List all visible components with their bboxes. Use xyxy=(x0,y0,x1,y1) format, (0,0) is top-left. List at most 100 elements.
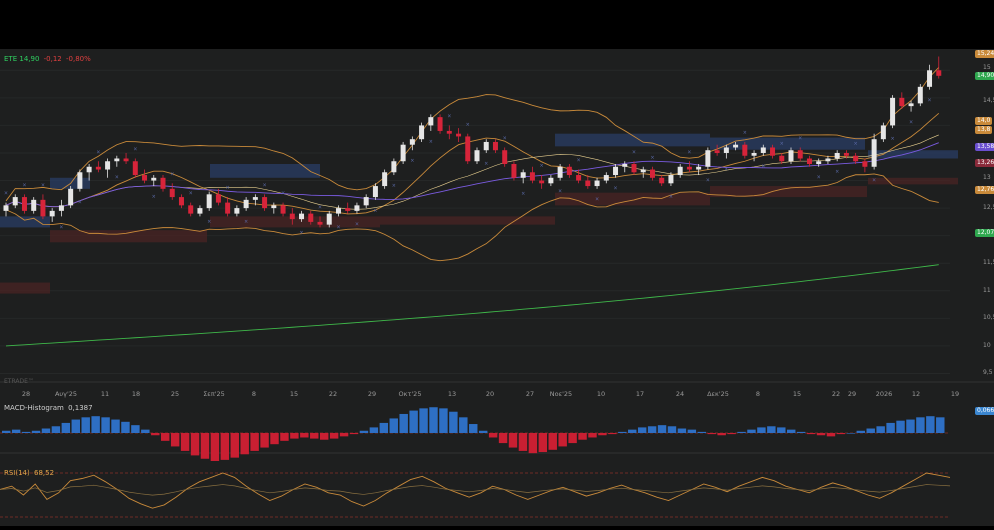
macd-bar xyxy=(846,433,856,434)
price-badge: 13,26 xyxy=(975,158,994,167)
macd-bar xyxy=(896,420,905,433)
candle-body xyxy=(880,125,886,140)
x-axis-label: Οκτ'25 xyxy=(399,390,422,398)
rsi-value: 68,52 xyxy=(33,469,55,477)
macd-bar xyxy=(796,431,806,433)
candle-body xyxy=(797,150,803,159)
support-resistance-zones xyxy=(0,133,958,294)
macd-bar xyxy=(826,433,836,437)
psar-dot: × xyxy=(152,194,156,200)
x-axis-label: 12 xyxy=(912,390,920,398)
candle-body xyxy=(169,188,175,198)
chart-panel: × × × × × × × × × × × × × × × × × × × × × × × × × × × × × × × × × × × × × × × ×… xyxy=(0,49,994,526)
psar-dot: × xyxy=(540,163,544,169)
psar-dot: × xyxy=(890,136,894,142)
candle-body xyxy=(668,175,674,184)
macd-bar xyxy=(469,424,478,433)
candle-body xyxy=(437,117,443,131)
macd-bar xyxy=(628,429,637,433)
candle-body xyxy=(640,169,646,173)
macd-bar xyxy=(478,430,488,433)
psar-dot: × xyxy=(392,183,396,189)
x-axis-label: 19 xyxy=(951,390,959,398)
candle-body xyxy=(21,197,27,211)
macd-bar xyxy=(409,410,418,433)
candle-body xyxy=(871,139,877,167)
psar-dot: × xyxy=(743,130,747,136)
zone-rect xyxy=(555,192,710,206)
candle-body xyxy=(492,141,498,151)
psar-dot: × xyxy=(281,191,285,197)
macd-bar xyxy=(170,433,180,447)
candle-body xyxy=(890,97,896,126)
x-axis-label: 10 xyxy=(597,390,605,398)
x-axis-label: 29 xyxy=(368,390,376,398)
candle-body xyxy=(400,144,406,162)
candle-body xyxy=(539,180,545,184)
candle-body xyxy=(335,208,341,214)
candle-body xyxy=(40,199,46,217)
zone-rect xyxy=(0,282,50,294)
candle-body xyxy=(816,161,822,165)
macd-bar xyxy=(777,427,786,433)
candle-body xyxy=(105,161,111,170)
zone-rect xyxy=(710,186,867,198)
macd-bar xyxy=(816,433,826,436)
macd-bar xyxy=(369,427,379,433)
macd-bar xyxy=(71,419,80,433)
macd-bar xyxy=(439,408,448,433)
zone-rect xyxy=(0,216,50,228)
macd-bar xyxy=(429,407,438,433)
candle-body xyxy=(603,175,609,181)
symbol-price: 14,90 xyxy=(19,55,40,63)
price-axis-label: 14,5 xyxy=(983,96,994,104)
candle-body xyxy=(3,205,9,211)
chart-canvas[interactable]: × × × × × × × × × × × × × × × × × × × × × × × × × × × × × × × × × × × × × × × ×… xyxy=(0,49,994,526)
macd-label: MACD-Histogram xyxy=(4,404,64,412)
macd-bar xyxy=(151,433,160,436)
candle-body xyxy=(927,70,933,87)
candle-body xyxy=(733,144,739,148)
macd-bar xyxy=(608,433,617,435)
ema-line xyxy=(5,112,940,215)
macd-bar xyxy=(329,433,339,439)
indicator-overlays: × × × × × × × × × × × × × × × × × × × × × × × × × × × × × × × × × × × × × × × ×… xyxy=(4,67,940,347)
macd-bar xyxy=(379,422,389,433)
candle-body xyxy=(354,205,360,211)
candle-body xyxy=(317,221,323,225)
x-axis-label: 13 xyxy=(448,390,456,398)
candle-body xyxy=(77,172,83,189)
psar-dot: × xyxy=(226,185,230,191)
candle-body xyxy=(58,205,64,211)
macd-header: MACD-Histogram 0,1387 xyxy=(4,404,93,412)
candle-body xyxy=(206,194,212,209)
candle-body xyxy=(696,166,702,170)
candle-body xyxy=(391,161,397,173)
price-badge: 12,763 xyxy=(975,186,994,195)
psar-dot: × xyxy=(854,141,858,147)
zone-rect xyxy=(868,150,958,159)
macd-bar xyxy=(91,416,100,433)
candle-body xyxy=(770,147,776,156)
macd-bar xyxy=(220,433,230,460)
rsi-label: RSI(14) xyxy=(4,469,30,477)
candle-body xyxy=(714,150,720,153)
macd-bar xyxy=(717,433,726,436)
x-axis-label: Δεκ'25 xyxy=(707,390,729,398)
candle-body xyxy=(594,180,600,187)
symbol-name: ETE xyxy=(4,55,18,63)
candle-body xyxy=(142,175,148,181)
bollinger-lower xyxy=(5,173,939,262)
psar-dot: × xyxy=(4,191,8,197)
macd-bar xyxy=(21,431,31,433)
candle-body xyxy=(779,155,785,162)
candle-body xyxy=(566,166,572,176)
psar-dot: × xyxy=(373,208,377,214)
macd-bar xyxy=(707,433,716,435)
bollinger-upper xyxy=(5,67,940,202)
macd-bar xyxy=(190,433,200,456)
price-axis-label: 11 xyxy=(983,286,991,294)
candle-body xyxy=(760,147,766,153)
macd-bar xyxy=(767,426,776,433)
macd-bar xyxy=(488,433,498,438)
